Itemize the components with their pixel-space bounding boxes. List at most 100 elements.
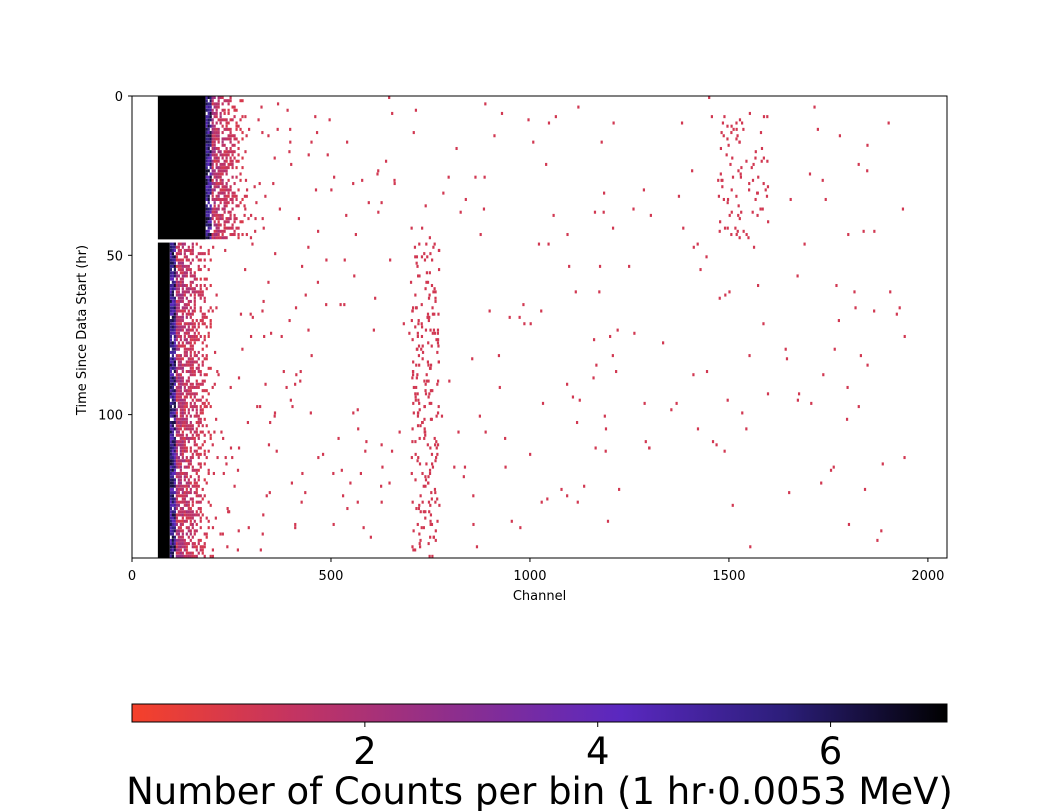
heatmap-cell-2050 (173, 510, 176, 514)
heatmap-cell-1930 (195, 484, 198, 488)
heatmap-cell-1456 (183, 395, 186, 399)
heatmap-cell-2108 (193, 519, 196, 523)
heatmap-cell-367 (757, 175, 760, 179)
heatmap-cell-2141 (207, 526, 210, 530)
heatmap-cell-2009 (197, 500, 200, 504)
heatmap-cell-140 (735, 127, 738, 131)
heatmap-cell-553 (233, 213, 236, 217)
heatmap-cell-2120 (181, 522, 184, 526)
heatmap-cell-1964 (304, 491, 307, 495)
heatmap-cell-1053 (209, 319, 212, 323)
heatmap-cell-355 (209, 175, 212, 179)
heatmap-cell-523 (482, 207, 486, 211)
heatmap-cell-6 (219, 96, 222, 100)
heatmap-cell-233 (209, 150, 212, 154)
heatmap-cell-420 (213, 188, 216, 192)
heatmap-cell-1159 (183, 338, 186, 342)
heatmap-cell-1124 (193, 331, 196, 335)
heatmap-cell-1612 (177, 424, 180, 428)
heatmap-cell-1681 (187, 436, 190, 440)
heatmap-cell-1175 (181, 341, 184, 345)
heatmap-cell-65 (748, 111, 751, 115)
heatmap-cell-819 (171, 274, 174, 278)
heatmap-cell-103 (227, 121, 230, 125)
heatmap-cell-815 (193, 271, 196, 275)
heatmap-cell-90 (229, 118, 232, 122)
heatmap-cell-1195 (437, 344, 440, 348)
heatmap-cell-744 (415, 255, 419, 259)
heatmap-cell-488 (207, 201, 210, 205)
heatmap-cell-565 (211, 217, 214, 221)
heatmap-cell-1660 (423, 430, 426, 434)
heatmap-cell-190 (735, 137, 738, 141)
heatmap-cell-1351 (181, 376, 184, 380)
heatmap-cell-2090 (185, 516, 188, 520)
heatmap-cell-178 (211, 137, 214, 141)
heatmap-cell-418 (209, 188, 212, 192)
heatmap-cell-1491 (193, 401, 196, 405)
heatmap-cell-271 (229, 156, 232, 160)
heatmap-cell-1392 (213, 382, 216, 386)
heatmap-cell-549 (217, 213, 220, 217)
heatmap-cell-2190 (169, 538, 173, 542)
heatmap-cell-1815 (175, 462, 178, 466)
heatmap-cell-567 (217, 217, 220, 221)
heatmap-cell-347 (225, 172, 228, 176)
heatmap-cell-1078 (523, 322, 526, 326)
heatmap-cell-1835 (185, 465, 188, 469)
heatmap-cell-27 (217, 102, 220, 106)
heatmap-cell-1432 (173, 392, 176, 396)
heatmap-cell-1942 (181, 487, 184, 491)
heatmap-cell-18 (229, 99, 232, 103)
heatmap-cell-988 (171, 309, 174, 313)
heatmap-cell-1513 (195, 405, 198, 409)
heatmap-cell-7 (221, 96, 224, 100)
heatmap-cell-1279 (179, 363, 182, 367)
heatmap-cell-477 (225, 197, 228, 201)
heatmap-cell-824 (183, 274, 186, 278)
heatmap-cell-901 (201, 290, 204, 294)
heatmap-cell-2155 (181, 529, 184, 533)
heatmap-cell-1015 (191, 312, 194, 316)
heatmap-cell-1328 (171, 373, 174, 377)
heatmap-cell-658 (205, 236, 208, 240)
heatmap-cell-627 (221, 229, 224, 233)
heatmap-cell-1920 (173, 484, 176, 488)
heatmap-cell-1260 (171, 360, 174, 364)
heatmap-cell-485 (722, 197, 725, 201)
heatmap-cell-282 (213, 159, 216, 163)
heatmap-cell-1287 (201, 363, 204, 367)
heatmap-cell-1344 (411, 373, 415, 377)
heatmap-cell-8 (229, 96, 232, 100)
heatmap-cell-1616 (185, 424, 188, 428)
heatmap-cell-334 (225, 169, 228, 173)
heatmap-cell-555 (649, 213, 652, 217)
heatmap-cell-78 (766, 115, 769, 119)
heatmap-cell-104 (235, 121, 238, 125)
heatmap-cell-1418 (177, 389, 180, 393)
heatmap-cell-2024 (175, 503, 178, 507)
heatmap-cell-225 (225, 146, 228, 151)
heatmap-cell-1247 (177, 357, 180, 361)
heatmap-cell-1021 (431, 312, 435, 316)
heatmap-cell-1632 (185, 427, 188, 431)
heatmap-cell-1480 (417, 398, 420, 402)
heatmap-cell-611 (235, 226, 238, 230)
heatmap-cell-26 (215, 102, 218, 106)
heatmap-cell-480 (235, 197, 238, 201)
heatmap-cell-46 (211, 108, 214, 112)
heatmap-cell-666 (221, 236, 224, 240)
heatmap-cell-1740 (594, 446, 597, 450)
heatmap-cell-2194 (177, 538, 180, 542)
heatmap-cell-417 (207, 188, 210, 192)
heatmap-cell-1188 (177, 344, 180, 348)
heatmap-cell-415 (721, 185, 724, 189)
heatmap-cell-1795 (224, 456, 227, 460)
heatmap-cell-2113 (429, 519, 432, 523)
heatmap-cell-426 (229, 188, 232, 192)
heatmap-cell-741 (185, 255, 188, 259)
heatmap-cell-188 (235, 137, 238, 141)
heatmap-cell-228 (455, 146, 458, 151)
heatmap-cell-1600 (189, 420, 192, 425)
heatmap-cell-1361 (177, 379, 180, 383)
